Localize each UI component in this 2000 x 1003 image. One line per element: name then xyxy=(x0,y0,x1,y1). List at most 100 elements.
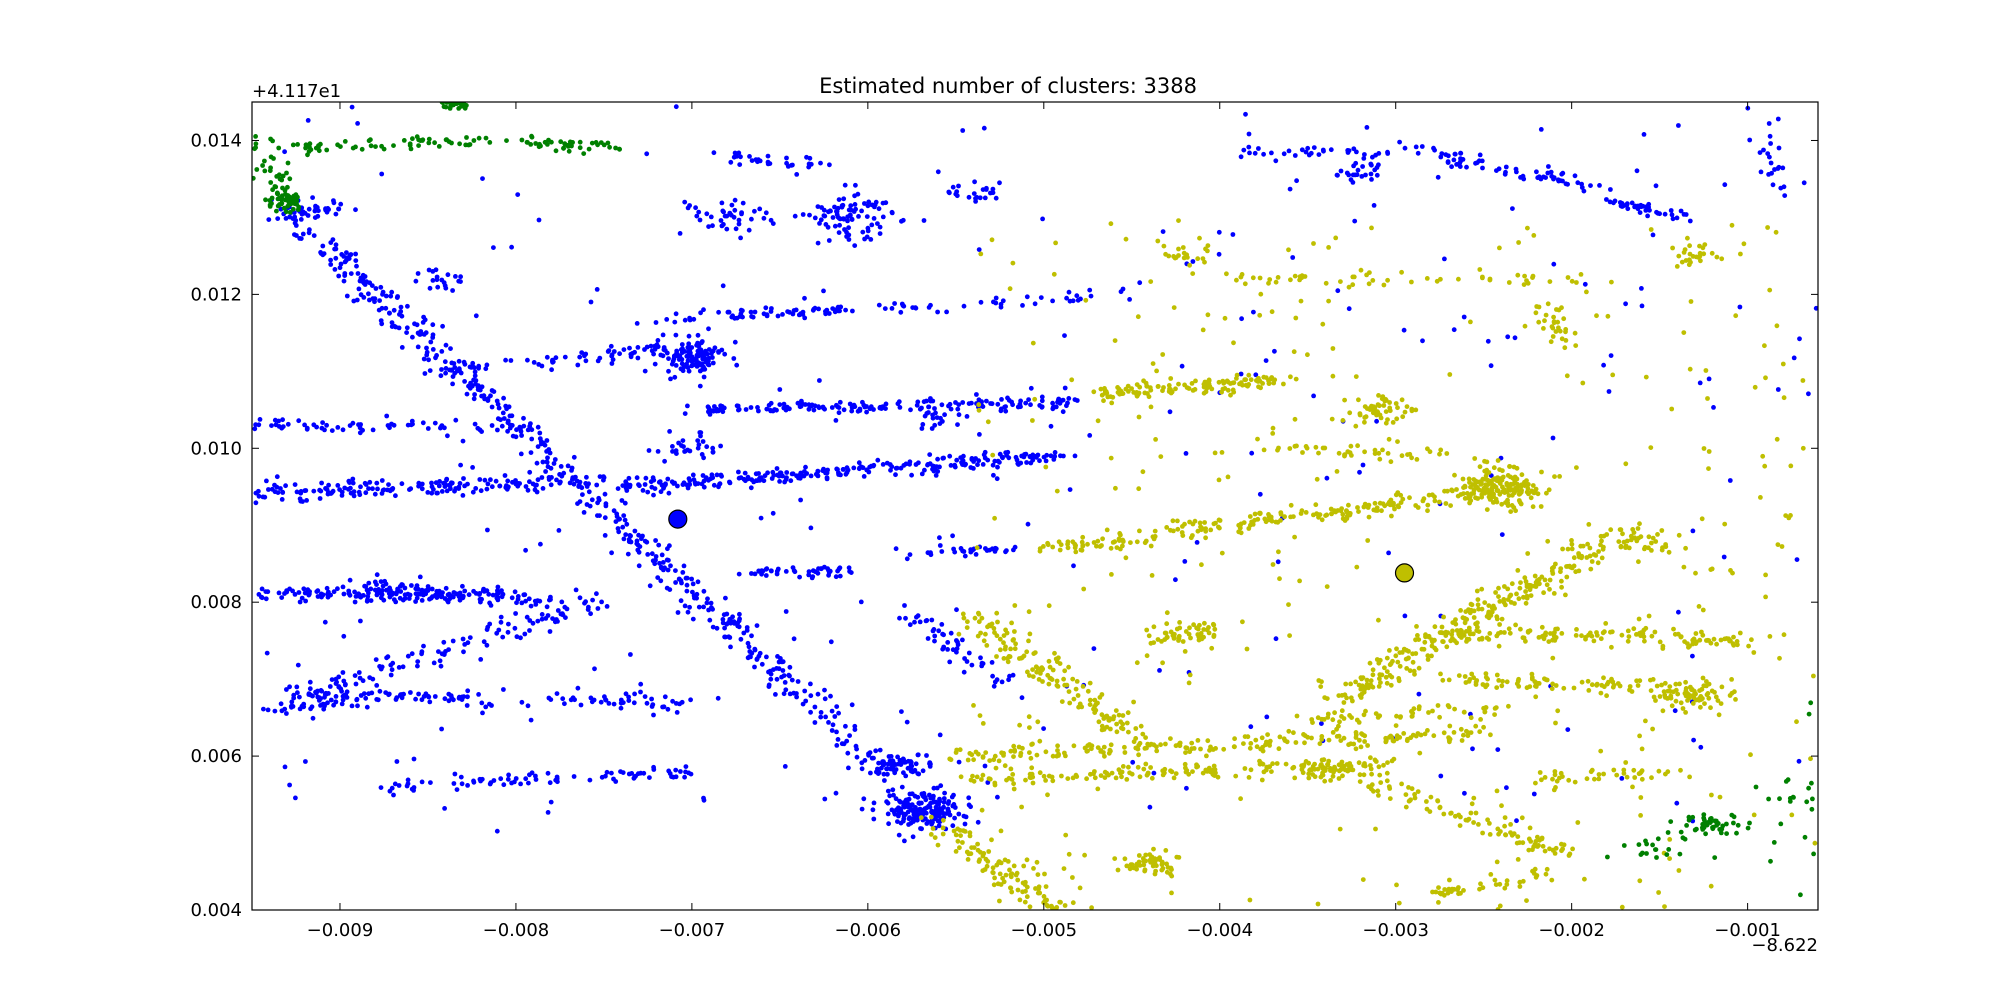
data-point xyxy=(1550,334,1556,339)
data-point xyxy=(437,479,442,484)
data-point xyxy=(1019,655,1025,660)
data-point xyxy=(832,223,838,229)
data-point xyxy=(1402,613,1408,619)
data-point xyxy=(495,584,501,590)
data-point xyxy=(1443,152,1449,158)
data-point xyxy=(1045,542,1051,548)
data-point xyxy=(358,618,363,624)
data-point xyxy=(495,427,500,433)
data-point xyxy=(1503,832,1509,838)
data-point xyxy=(1569,538,1574,543)
data-point xyxy=(1545,170,1551,176)
data-point xyxy=(1488,872,1494,877)
data-point xyxy=(899,218,904,224)
data-point xyxy=(675,610,681,615)
data-point xyxy=(1442,887,1448,892)
data-point xyxy=(937,813,942,819)
data-point xyxy=(575,362,581,368)
data-point xyxy=(701,797,707,803)
data-point xyxy=(1379,508,1384,514)
data-point xyxy=(350,476,356,482)
data-point xyxy=(1690,818,1696,824)
data-point xyxy=(1357,779,1363,784)
data-point xyxy=(665,476,671,482)
data-point xyxy=(1697,637,1703,643)
data-point xyxy=(450,638,456,644)
data-point xyxy=(928,832,934,837)
data-point xyxy=(896,832,902,838)
data-point xyxy=(715,407,720,413)
data-point xyxy=(1058,453,1063,459)
data-point xyxy=(531,360,537,365)
data-point xyxy=(682,349,688,354)
data-point xyxy=(1120,713,1126,718)
data-point xyxy=(526,780,531,786)
data-point xyxy=(664,317,670,322)
data-point xyxy=(1034,669,1040,675)
data-point xyxy=(1228,381,1233,386)
data-point xyxy=(1718,637,1724,643)
data-point xyxy=(1346,502,1351,508)
data-point xyxy=(1348,741,1354,747)
data-point xyxy=(992,875,997,881)
data-point xyxy=(817,378,822,383)
data-point xyxy=(1501,597,1507,602)
data-point xyxy=(803,464,808,470)
data-point xyxy=(1665,769,1671,775)
data-point xyxy=(931,468,937,474)
data-point xyxy=(624,521,630,527)
data-point xyxy=(1168,768,1173,774)
data-point xyxy=(1448,811,1453,816)
data-point xyxy=(1168,736,1173,741)
data-point xyxy=(489,703,494,708)
data-point xyxy=(1163,741,1168,747)
data-point xyxy=(1487,821,1492,826)
data-point xyxy=(832,714,838,719)
data-point xyxy=(362,274,368,279)
data-point xyxy=(908,407,913,413)
data-point xyxy=(1319,721,1324,726)
data-point xyxy=(1430,492,1435,498)
data-point xyxy=(720,283,726,289)
data-point xyxy=(1485,817,1490,823)
data-point xyxy=(1070,676,1076,682)
data-point xyxy=(970,773,975,779)
data-point xyxy=(328,262,334,267)
data-point xyxy=(919,471,925,477)
data-point xyxy=(1722,636,1728,642)
data-point xyxy=(808,473,814,479)
data-point xyxy=(1359,174,1365,179)
data-point xyxy=(457,368,462,373)
data-point xyxy=(1313,444,1319,450)
data-point xyxy=(947,190,952,196)
data-point xyxy=(545,770,551,776)
data-point xyxy=(393,493,398,499)
data-point xyxy=(724,621,730,627)
data-point xyxy=(1143,735,1148,740)
data-point xyxy=(1066,289,1072,295)
data-point xyxy=(481,586,486,592)
data-point xyxy=(379,321,385,327)
data-point xyxy=(1336,450,1342,456)
data-point xyxy=(680,482,686,487)
data-point xyxy=(1492,606,1497,611)
data-point xyxy=(899,784,905,790)
data-point xyxy=(1238,274,1244,280)
data-point xyxy=(1253,372,1259,378)
data-point xyxy=(842,227,847,232)
data-point xyxy=(738,235,743,241)
data-point xyxy=(1074,679,1080,684)
data-point xyxy=(701,374,707,380)
data-point xyxy=(870,463,876,469)
data-point xyxy=(1257,510,1263,516)
data-point xyxy=(452,365,458,370)
data-point xyxy=(1596,776,1602,782)
data-point xyxy=(1070,900,1076,906)
data-point xyxy=(1455,493,1461,499)
data-point xyxy=(523,598,528,604)
data-point xyxy=(937,543,943,548)
data-point xyxy=(294,489,300,495)
data-point xyxy=(848,203,854,209)
data-point xyxy=(521,423,527,429)
data-point xyxy=(1425,502,1431,508)
